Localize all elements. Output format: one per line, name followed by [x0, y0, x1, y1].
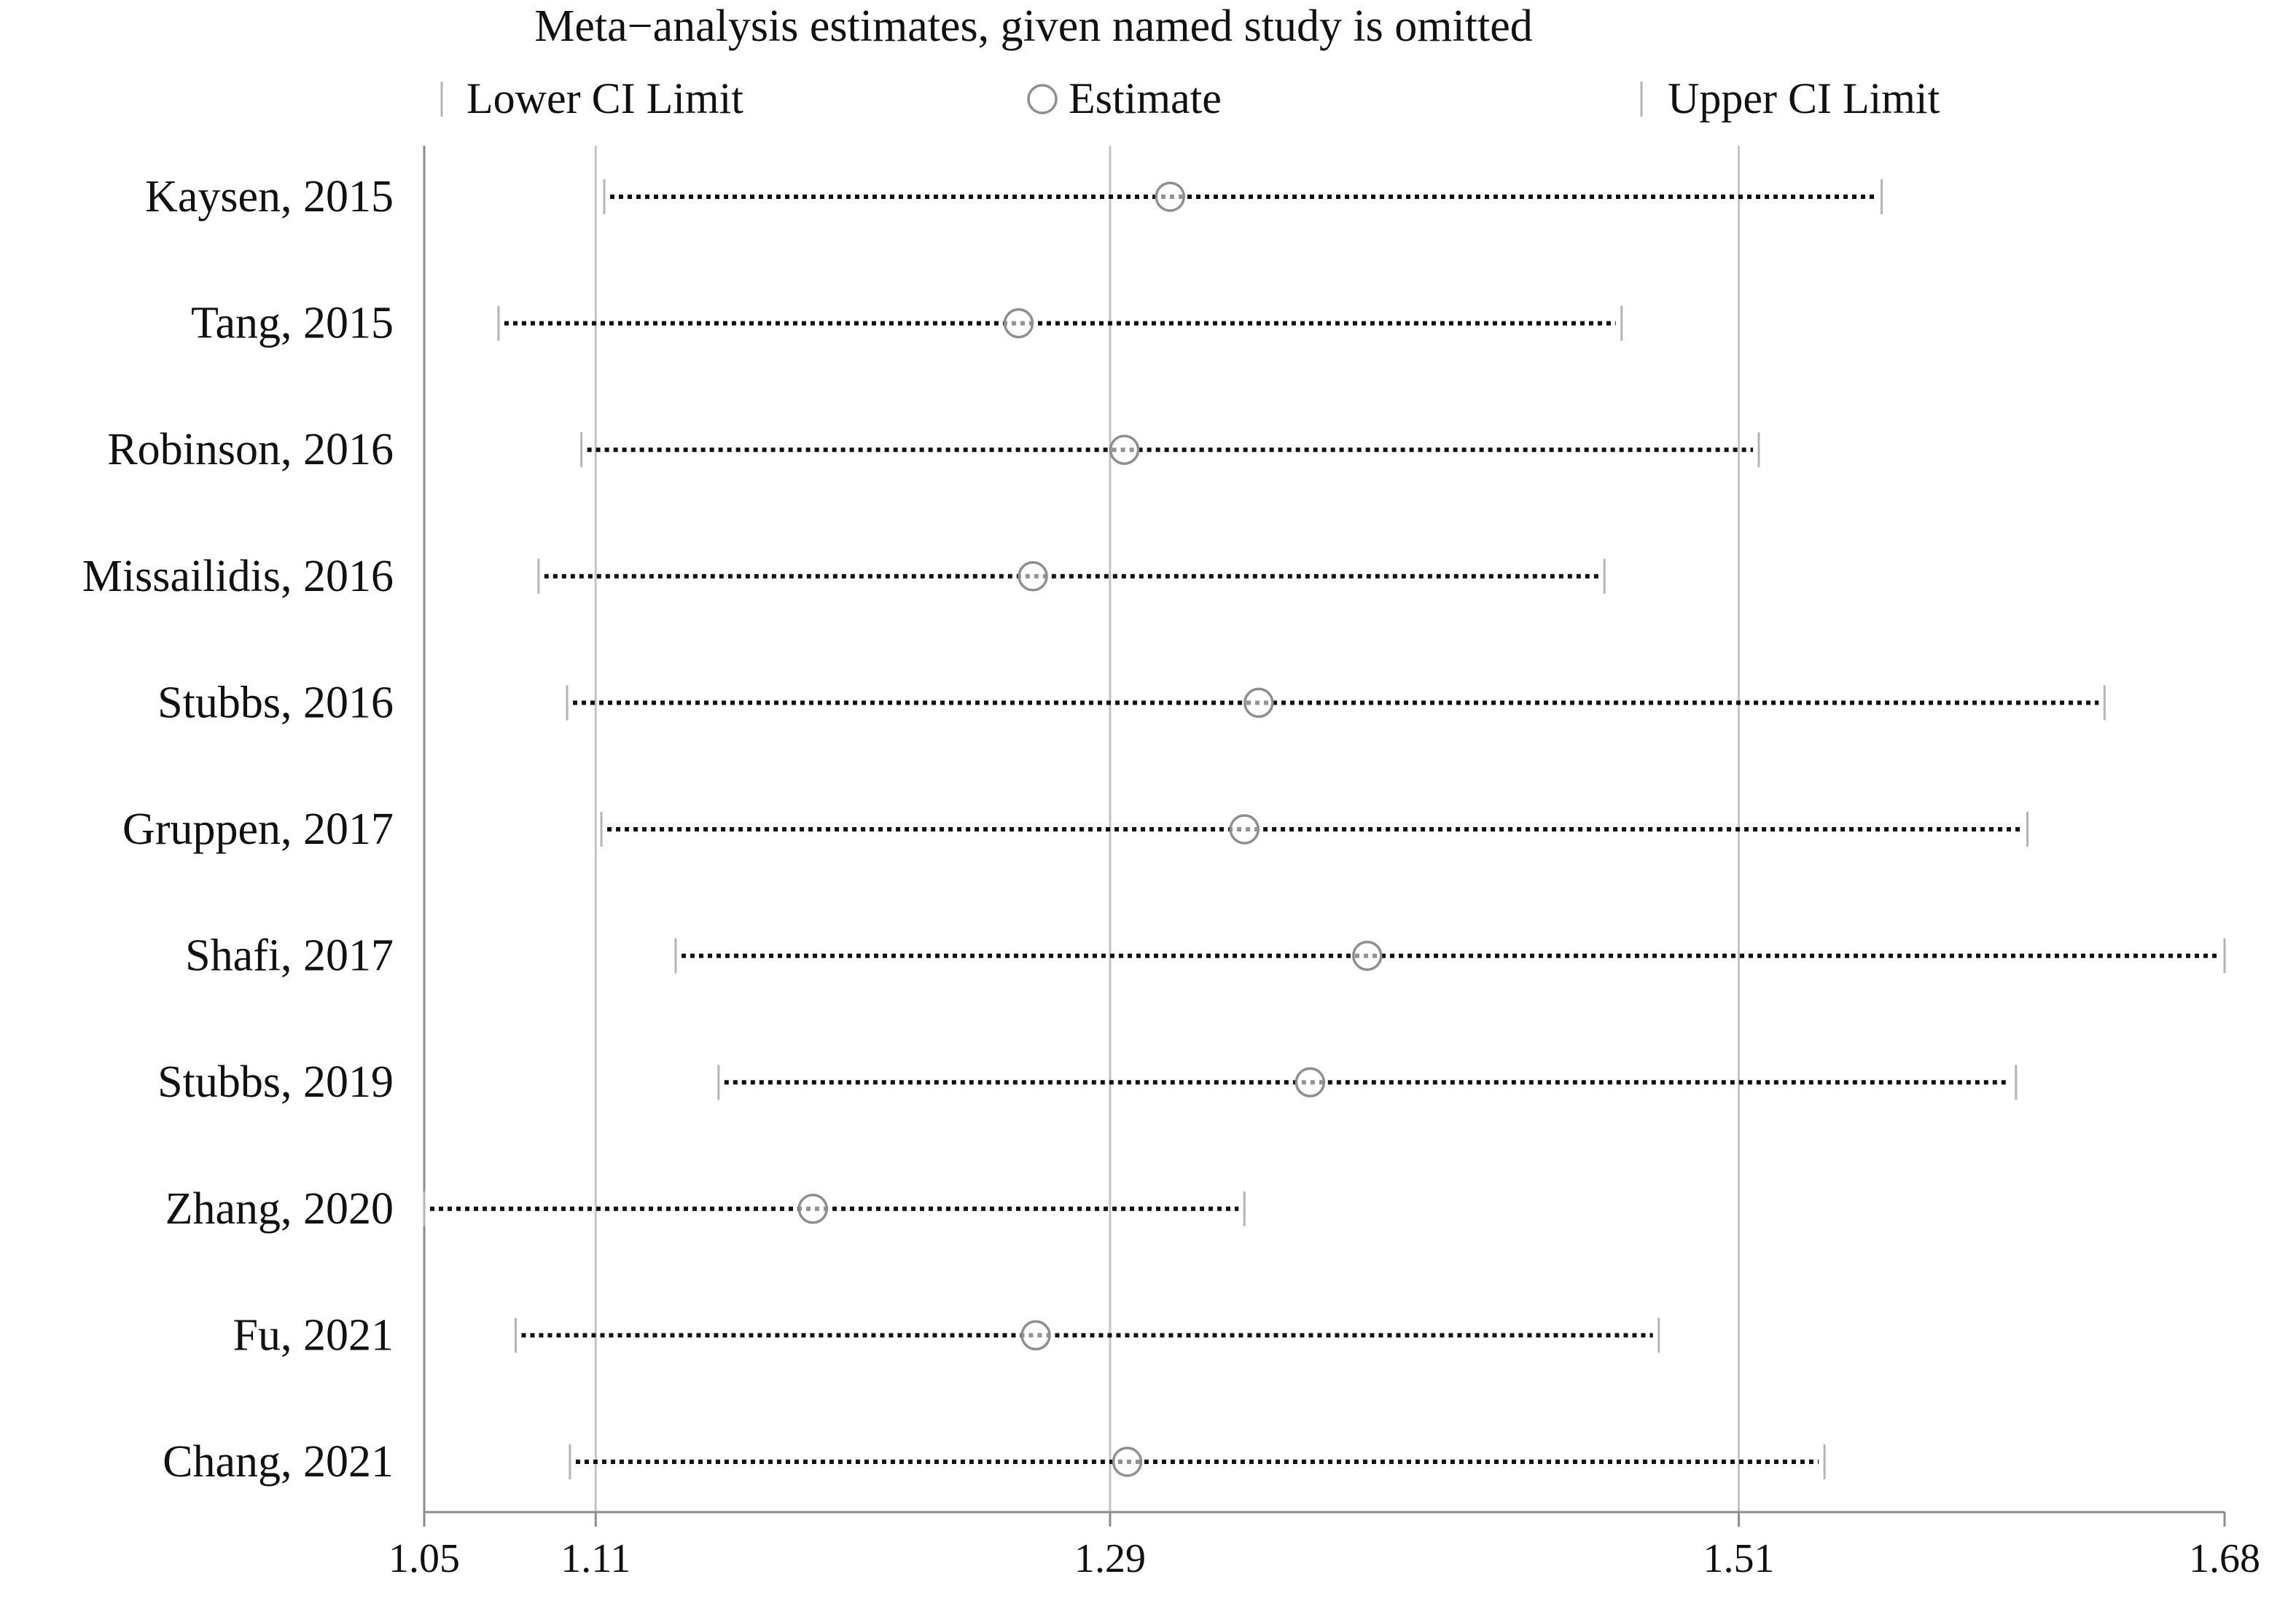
- x-tick-label-2: 1.29: [1074, 1536, 1146, 1581]
- estimate-marker: [1295, 1067, 1326, 1097]
- study-row: Shafi, 2017: [185, 931, 2226, 981]
- estimate-marker: [1112, 1447, 1143, 1477]
- chart-title: Meta−analysis estimates, given named stu…: [534, 1, 1532, 51]
- estimate-marker: [1155, 181, 1186, 212]
- study-row: Fu, 2021: [233, 1310, 1660, 1360]
- study-label: Stubbs, 2019: [157, 1057, 394, 1107]
- x-tick-label-0: 1.05: [388, 1536, 460, 1581]
- x-tick-label-3: 1.51: [1703, 1536, 1774, 1581]
- study-label: Robinson, 2016: [107, 425, 394, 474]
- estimate-marker: [1018, 561, 1048, 592]
- legend-upper-label: Upper CI Limit: [1668, 74, 1940, 122]
- legend-estimate-marker: [1027, 84, 1058, 114]
- study-label: Zhang, 2020: [165, 1184, 394, 1234]
- legend: Lower CI Limit Estimate Upper CI Limit: [440, 74, 1940, 122]
- x-tick-label-1: 1.11: [561, 1536, 630, 1581]
- legend-estimate-label: Estimate: [1069, 74, 1222, 122]
- study-label: Gruppen, 2017: [122, 805, 394, 854]
- study-rows: Kaysen, 2015 Tang, 2015 Robinson, 2016 Miss…: [82, 172, 2226, 1487]
- legend-lower-label: Lower CI Limit: [466, 74, 743, 122]
- study-row: Zhang, 2020: [165, 1184, 1246, 1234]
- study-row: Chang, 2021: [163, 1437, 1826, 1487]
- estimate-marker: [1003, 308, 1034, 339]
- study-row: Stubbs, 2016: [157, 678, 2106, 727]
- study-label: Tang, 2015: [191, 299, 394, 348]
- study-row: Missailidis, 2016: [82, 552, 1606, 601]
- estimate-marker: [1020, 1320, 1051, 1351]
- x-tick-label-4: 1.68: [2189, 1536, 2260, 1581]
- study-row: Gruppen, 2017: [122, 805, 2028, 854]
- estimate-marker: [1352, 940, 1383, 971]
- study-label: Chang, 2021: [163, 1437, 394, 1487]
- study-label: Shafi, 2017: [185, 931, 394, 981]
- study-row: Robinson, 2016: [107, 425, 1760, 474]
- study-label: Stubbs, 2016: [157, 678, 394, 727]
- study-label: Fu, 2021: [233, 1310, 394, 1360]
- estimate-marker: [1243, 687, 1274, 719]
- study-label: Missailidis, 2016: [82, 552, 394, 601]
- study-row: Kaysen, 2015: [145, 172, 1883, 222]
- estimate-marker: [1109, 434, 1140, 465]
- x-axis: 1.05 1.11 1.29 1.51 1.68: [388, 146, 2260, 1581]
- estimate-marker: [1229, 814, 1260, 845]
- estimate-marker: [797, 1194, 828, 1224]
- study-row: Stubbs, 2019: [157, 1057, 2018, 1107]
- study-row: Tang, 2015: [191, 299, 1623, 348]
- study-label: Kaysen, 2015: [145, 172, 394, 222]
